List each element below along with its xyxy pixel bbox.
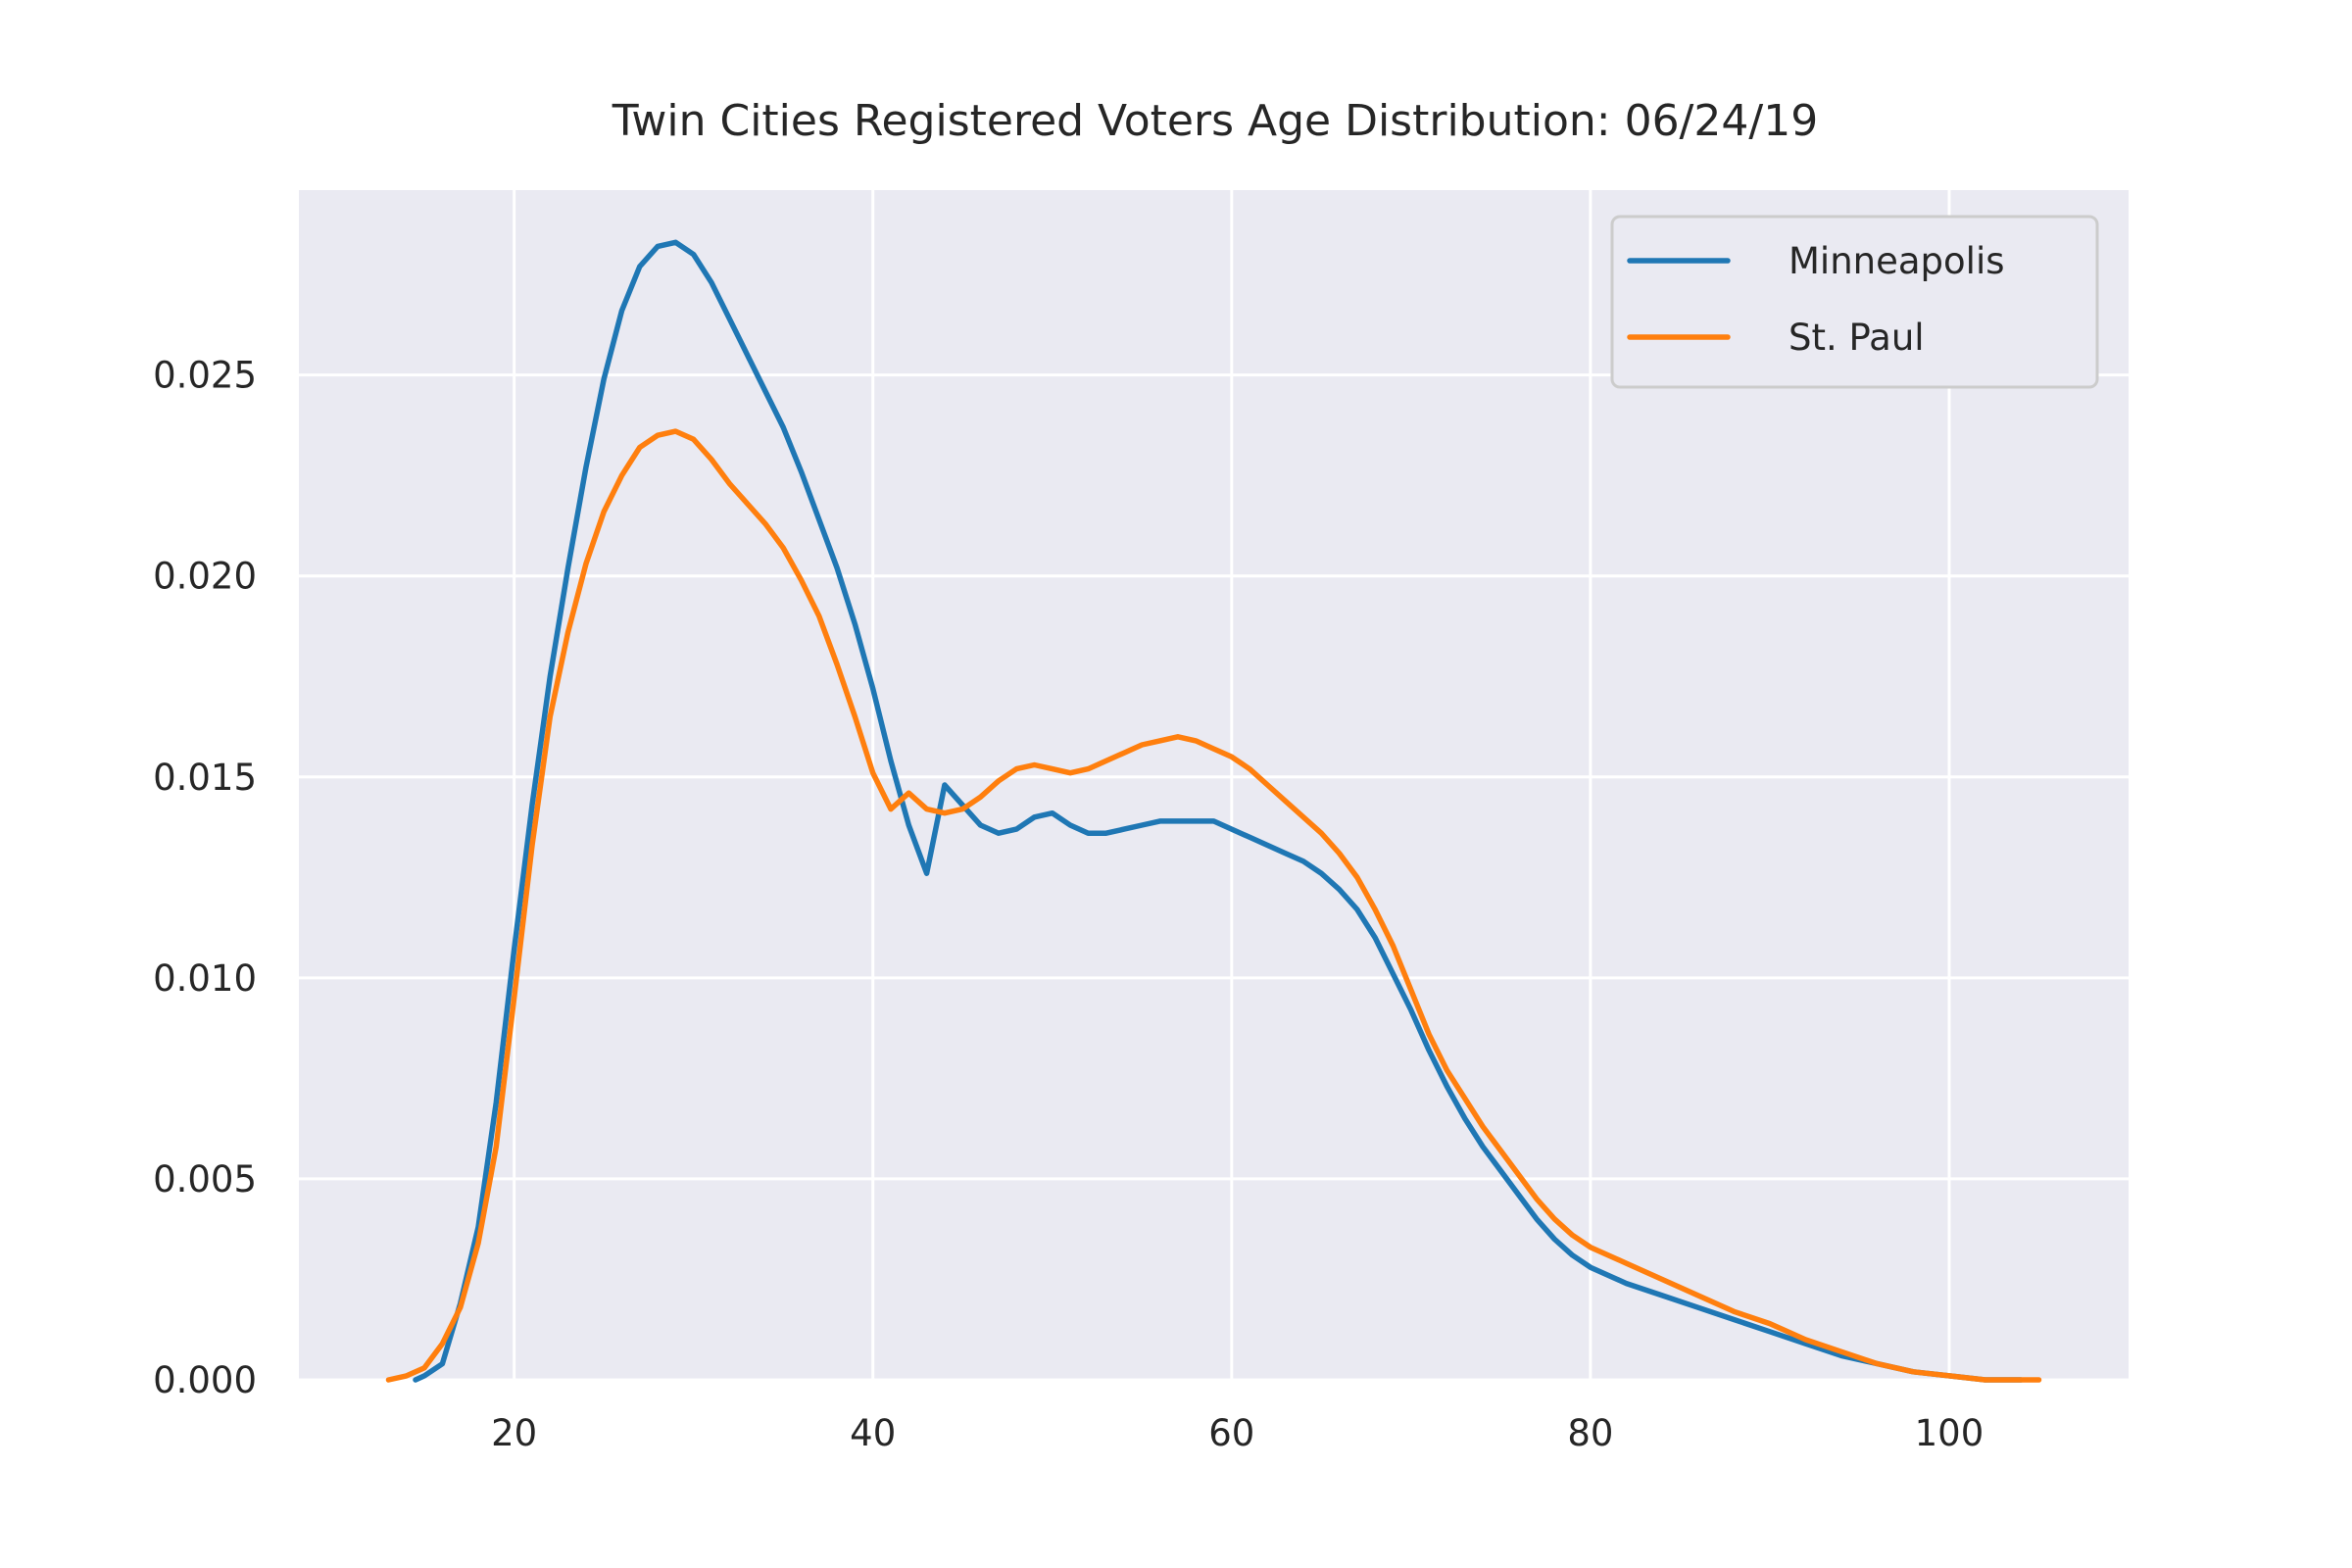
legend-label: St. Paul <box>1788 317 1925 359</box>
x-axis: 20 40 60 80 100 <box>491 1412 1984 1454</box>
y-axis: 0.000 0.005 0.010 0.015 0.020 0.025 <box>153 355 257 1401</box>
y-tick-label: 0.010 <box>153 957 257 1000</box>
chart-title: Twin Cities Registered Voters Age Distri… <box>612 96 1818 146</box>
y-tick-label: 0.020 <box>153 556 257 598</box>
series-line-0 <box>413 239 2024 1383</box>
legend: Minneapolis St. Paul <box>1610 215 2099 389</box>
y-tick-label: 0.025 <box>153 355 257 397</box>
series-line-1 <box>385 428 2042 1383</box>
x-tick-label: 100 <box>1915 1412 1984 1454</box>
x-tick-label: 20 <box>491 1412 537 1454</box>
legend-label: Minneapolis <box>1788 240 2005 282</box>
series-layer <box>385 239 2042 1383</box>
legend-box <box>1610 215 2099 389</box>
y-tick-label: 0.000 <box>153 1359 257 1401</box>
x-tick-label: 80 <box>1567 1412 1613 1454</box>
x-tick-label: 40 <box>850 1412 896 1454</box>
y-tick-label: 0.005 <box>153 1158 257 1200</box>
x-tick-label: 60 <box>1208 1412 1254 1454</box>
y-tick-label: 0.015 <box>153 757 257 799</box>
